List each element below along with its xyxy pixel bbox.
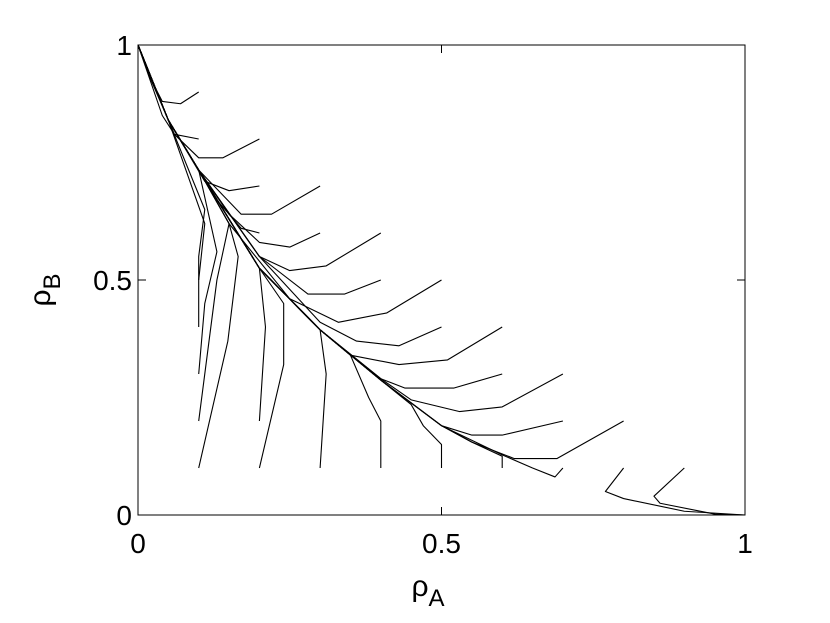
- y-axis-label: ρB: [24, 273, 66, 306]
- x-tick-label: 1: [737, 528, 753, 559]
- y-label-subscript: B: [39, 273, 66, 289]
- x-axis-label: ρA: [411, 570, 444, 612]
- trajectory: [137, 44, 260, 159]
- x-label-subscript: A: [429, 585, 445, 612]
- y-tick-label: 0: [116, 500, 132, 531]
- trajectory: [653, 467, 746, 516]
- x-label-symbol: ρ: [411, 570, 428, 603]
- x-tick-label: 0.5: [422, 528, 461, 559]
- trajectory: [137, 44, 199, 140]
- trajectory: [137, 44, 206, 280]
- y-tick-label: 0.5: [93, 265, 132, 296]
- y-label-symbol: ρ: [24, 289, 57, 306]
- x-tick-label: 0: [130, 528, 146, 559]
- y-tick-label: 1: [116, 30, 132, 61]
